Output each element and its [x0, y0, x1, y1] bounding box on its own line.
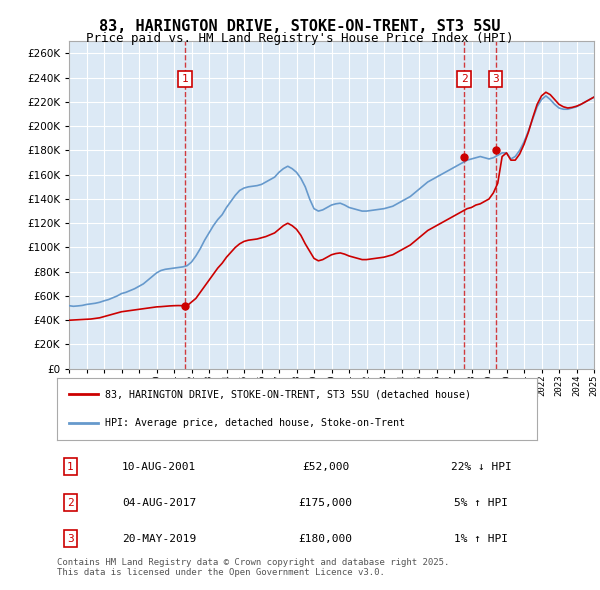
Text: 2: 2: [461, 74, 467, 84]
Text: 83, HARINGTON DRIVE, STOKE-ON-TRENT, ST3 5SU (detached house): 83, HARINGTON DRIVE, STOKE-ON-TRENT, ST3…: [105, 389, 471, 399]
Text: 1: 1: [67, 461, 74, 471]
Text: £52,000: £52,000: [302, 461, 349, 471]
Text: £175,000: £175,000: [299, 497, 353, 507]
Text: 20-MAY-2019: 20-MAY-2019: [122, 533, 196, 543]
Text: HPI: Average price, detached house, Stoke-on-Trent: HPI: Average price, detached house, Stok…: [105, 418, 405, 428]
Text: 5% ↑ HPI: 5% ↑ HPI: [454, 497, 508, 507]
Text: Contains HM Land Registry data © Crown copyright and database right 2025.
This d: Contains HM Land Registry data © Crown c…: [57, 558, 449, 577]
Text: 3: 3: [492, 74, 499, 84]
Text: 3: 3: [67, 533, 74, 543]
Text: 1: 1: [181, 74, 188, 84]
Text: Price paid vs. HM Land Registry's House Price Index (HPI): Price paid vs. HM Land Registry's House …: [86, 32, 514, 45]
Text: 22% ↓ HPI: 22% ↓ HPI: [451, 461, 512, 471]
Text: 10-AUG-2001: 10-AUG-2001: [122, 461, 196, 471]
Text: £180,000: £180,000: [299, 533, 353, 543]
Text: 1% ↑ HPI: 1% ↑ HPI: [454, 533, 508, 543]
Text: 83, HARINGTON DRIVE, STOKE-ON-TRENT, ST3 5SU: 83, HARINGTON DRIVE, STOKE-ON-TRENT, ST3…: [99, 19, 501, 34]
Text: 2: 2: [67, 497, 74, 507]
Text: 04-AUG-2017: 04-AUG-2017: [122, 497, 196, 507]
